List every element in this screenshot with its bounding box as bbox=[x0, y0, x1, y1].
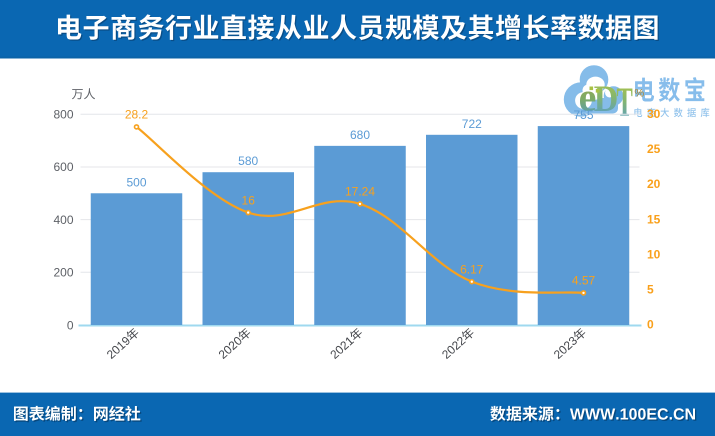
svg-text:20: 20 bbox=[647, 177, 661, 191]
svg-text:28.2: 28.2 bbox=[125, 108, 149, 122]
svg-text:%: % bbox=[634, 88, 644, 100]
svg-text:5: 5 bbox=[647, 283, 654, 297]
svg-text:800: 800 bbox=[53, 108, 73, 122]
svg-text:17.24: 17.24 bbox=[345, 185, 375, 199]
svg-text:755: 755 bbox=[573, 108, 593, 122]
svg-text:0: 0 bbox=[67, 318, 74, 332]
svg-text:T: T bbox=[617, 80, 634, 125]
svg-text:10: 10 bbox=[647, 247, 661, 261]
svg-text:25: 25 bbox=[647, 142, 661, 156]
svg-text:500: 500 bbox=[126, 175, 146, 189]
svg-text:D: D bbox=[594, 78, 619, 120]
svg-text:6.17: 6.17 bbox=[460, 262, 484, 276]
svg-text:0: 0 bbox=[647, 318, 654, 332]
svg-text:200: 200 bbox=[53, 266, 73, 280]
svg-text:4.57: 4.57 bbox=[572, 274, 596, 288]
svg-text:580: 580 bbox=[238, 154, 258, 168]
svg-text:680: 680 bbox=[350, 128, 370, 142]
svg-text:30: 30 bbox=[647, 107, 661, 121]
svg-text:600: 600 bbox=[53, 160, 73, 174]
svg-text:722: 722 bbox=[462, 117, 482, 131]
svg-text:16: 16 bbox=[242, 193, 256, 207]
svg-text:400: 400 bbox=[53, 213, 73, 227]
svg-text:15: 15 bbox=[647, 212, 661, 226]
svg-text:e: e bbox=[579, 75, 597, 120]
